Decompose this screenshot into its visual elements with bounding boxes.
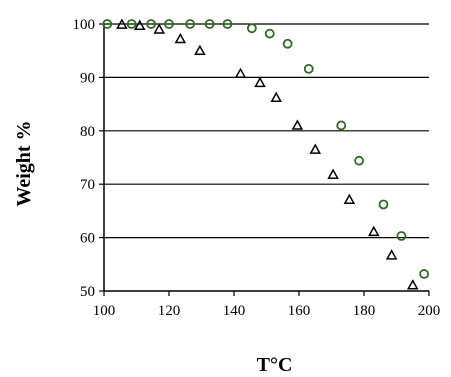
data-points xyxy=(102,18,430,290)
circle-point-3 xyxy=(164,19,174,29)
circle-point-14 xyxy=(396,231,407,241)
x-tick-label-140: 140 xyxy=(223,303,246,319)
circle-point-13 xyxy=(378,199,389,210)
x-tick-label-200: 200 xyxy=(418,303,441,319)
x-tick-label-180: 180 xyxy=(353,303,376,319)
triangle-point-0 xyxy=(116,18,128,29)
triangle-point-14 xyxy=(406,279,419,290)
gridlines xyxy=(104,23,429,239)
circle-point-4 xyxy=(185,19,196,29)
triangle-point-3 xyxy=(174,32,187,44)
triangle-point-6 xyxy=(254,76,266,88)
circle-point-12 xyxy=(354,155,365,166)
y-tick-label-100: 100 xyxy=(73,17,96,33)
circle-point-7 xyxy=(246,23,257,34)
circle-point-15 xyxy=(419,269,430,279)
triangle-point-11 xyxy=(343,193,356,205)
y-tick-label-50: 50 xyxy=(80,284,95,300)
triangle-point-9 xyxy=(309,143,322,154)
y-tick-label-80: 80 xyxy=(80,124,95,140)
circle-point-0 xyxy=(102,19,113,29)
triangle-point-8 xyxy=(291,119,304,130)
triangle-point-1 xyxy=(133,19,146,30)
circle-point-5 xyxy=(204,19,215,29)
triangle-point-13 xyxy=(385,249,398,260)
circle-point-6 xyxy=(222,19,233,29)
triangle-point-10 xyxy=(327,168,339,179)
circle-point-2 xyxy=(146,19,157,29)
circle-point-8 xyxy=(264,28,275,39)
axes xyxy=(99,23,430,296)
y-tick-label-60: 60 xyxy=(80,231,95,247)
triangle-point-7 xyxy=(270,91,283,103)
triangle-point-5 xyxy=(234,67,247,79)
circle-point-11 xyxy=(336,120,347,131)
y-tick-label-70: 70 xyxy=(80,177,95,193)
tick-labels: 50 60 70 80 90 100 100 120 140 160 180 200 xyxy=(73,17,441,319)
x-tick-label-120: 120 xyxy=(158,303,181,319)
x-axis-title: T°C xyxy=(257,354,293,376)
y-axis-title: Weight % xyxy=(13,120,35,206)
circle-point-9 xyxy=(282,38,293,49)
circle-point-1 xyxy=(126,19,137,29)
triangle-point-4 xyxy=(194,44,206,56)
triangle-point-12 xyxy=(367,225,380,237)
circle-point-10 xyxy=(303,63,314,74)
x-tick-label-100: 100 xyxy=(93,303,116,319)
x-tick-label-160: 160 xyxy=(288,303,311,319)
y-tick-label-90: 90 xyxy=(80,70,95,86)
triangle-point-2 xyxy=(153,23,166,34)
